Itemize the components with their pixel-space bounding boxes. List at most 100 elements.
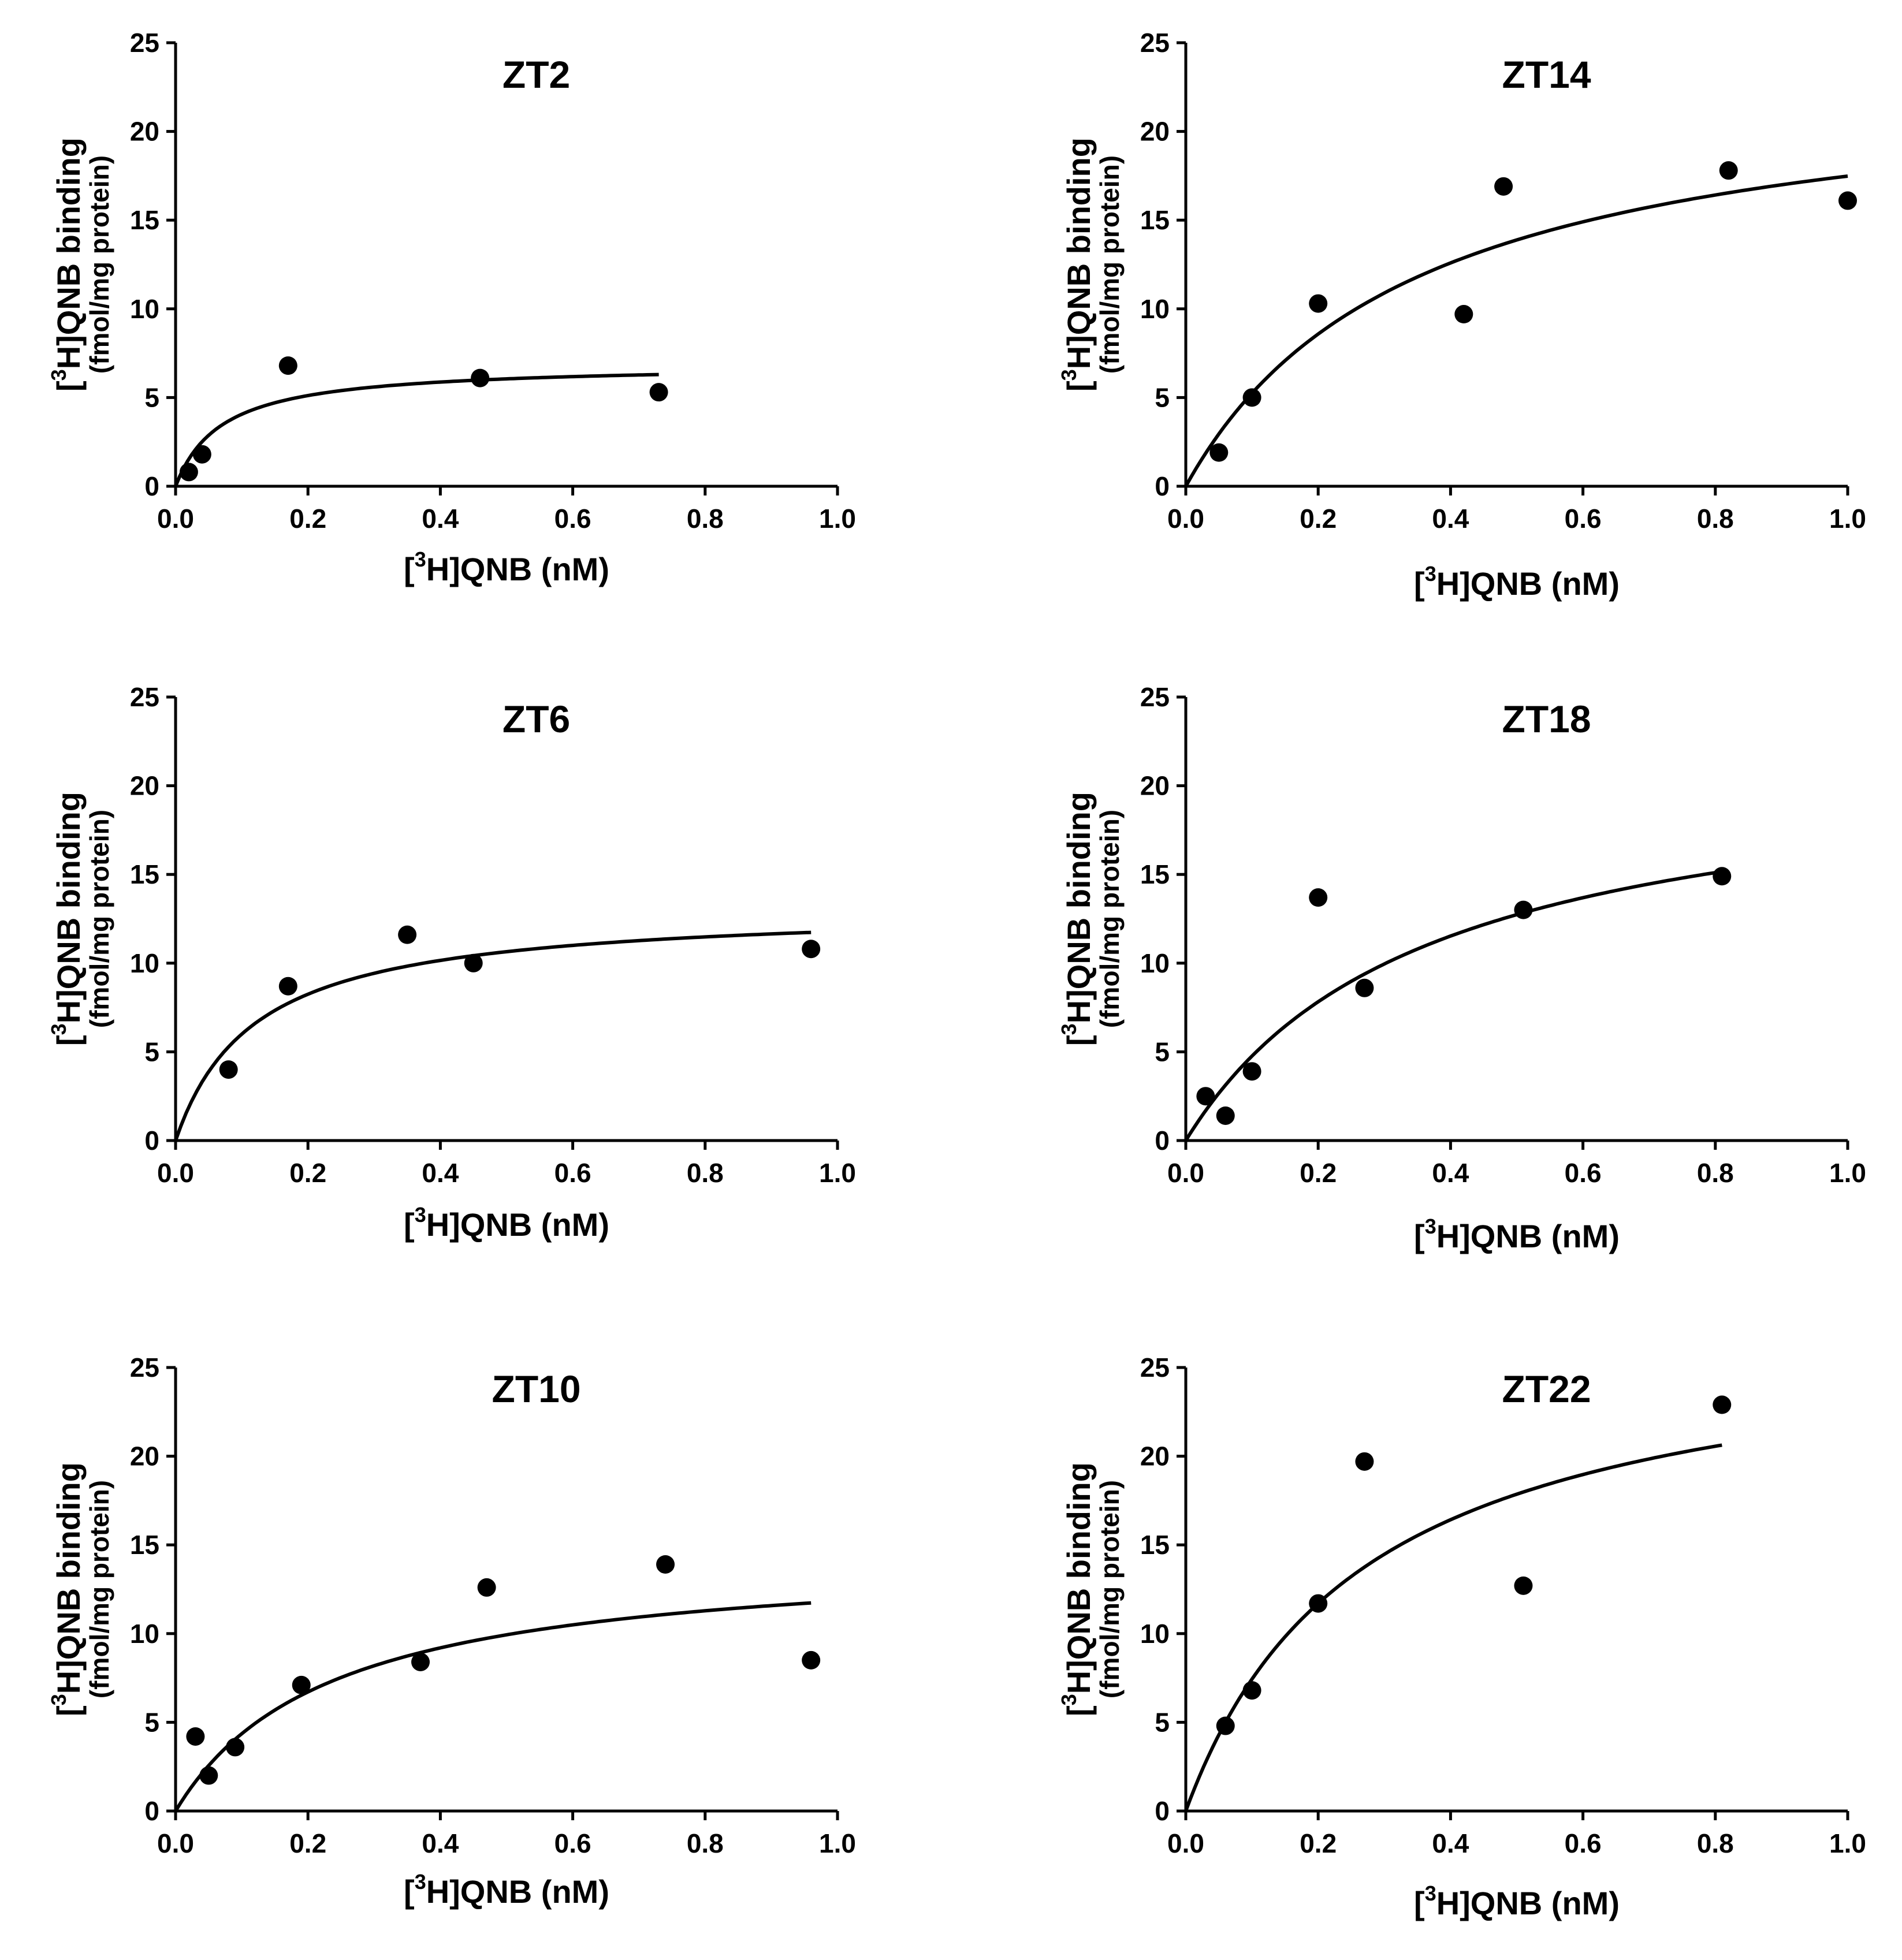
x-axis-label-superscript: 3 xyxy=(1425,562,1436,586)
x-axis-label-bracket: [ xyxy=(404,1873,415,1910)
data-point xyxy=(1355,978,1374,997)
x-tick-label: 1.0 xyxy=(819,1828,856,1858)
y-tick-label: 20 xyxy=(1140,1441,1170,1471)
data-point xyxy=(1713,867,1732,886)
y-axis-label: [3H]QNB binding xyxy=(1057,1462,1097,1716)
y-axis-sublabel: (fmol/mg protein) xyxy=(84,810,114,1028)
y-tick-label: 0 xyxy=(1155,1796,1170,1826)
data-point xyxy=(1719,161,1738,180)
x-tick-label: 0.4 xyxy=(1432,1158,1469,1188)
y-axis-label-text: H]QNB binding xyxy=(50,792,87,1023)
x-tick-label: 0.8 xyxy=(687,504,724,534)
x-tick-label: 0.2 xyxy=(1300,1158,1337,1188)
x-tick-label: 0.8 xyxy=(1697,1158,1734,1188)
x-tick-label: 0.0 xyxy=(157,1158,194,1188)
y-tick-label: 25 xyxy=(130,28,159,58)
panel-title: ZT18 xyxy=(1502,698,1591,740)
x-tick-label: 1.0 xyxy=(1829,1828,1866,1858)
x-tick-label: 0.0 xyxy=(1167,504,1204,534)
data-point xyxy=(471,368,490,387)
y-axis-sublabel: (fmol/mg protein) xyxy=(1095,810,1125,1028)
panel-title: ZT10 xyxy=(492,1367,581,1410)
x-tick-label: 0.6 xyxy=(1565,1158,1602,1188)
y-axis-label: [3H]QNB binding xyxy=(47,1462,87,1716)
data-point xyxy=(1309,294,1328,313)
y-tick-label: 15 xyxy=(130,205,159,235)
x-tick-label: 0.4 xyxy=(422,1158,459,1188)
y-tick-label: 15 xyxy=(1140,1530,1170,1560)
x-axis-label-text: H]QNB (nM) xyxy=(426,551,609,587)
data-point xyxy=(411,1652,430,1671)
data-point xyxy=(1242,1681,1261,1700)
y-axis-label-bracket: [ xyxy=(1060,1705,1097,1716)
y-tick-label: 0 xyxy=(144,471,159,501)
x-tick-label: 0.6 xyxy=(554,1828,591,1858)
y-axis-label-text: H]QNB binding xyxy=(1060,792,1097,1023)
y-axis-label-superscript: 3 xyxy=(1057,1023,1081,1035)
data-point xyxy=(1216,1716,1235,1735)
data-point xyxy=(1309,1594,1328,1613)
x-tick-label: 0.4 xyxy=(422,1828,459,1858)
y-tick-label: 10 xyxy=(1140,948,1170,978)
fit-curve xyxy=(174,930,812,1142)
x-axis-label: [3H]QNB (nM) xyxy=(404,1203,609,1243)
y-axis-label-text: H]QNB binding xyxy=(1060,1462,1097,1694)
y-tick-label: 20 xyxy=(1140,117,1170,147)
x-axis-label: [3H]QNB (nM) xyxy=(404,547,609,587)
x-tick-label: 0.0 xyxy=(1167,1158,1204,1188)
x-axis-label-text: H]QNB (nM) xyxy=(1436,1218,1620,1254)
panel-title: ZT22 xyxy=(1502,1367,1591,1410)
y-axis-label-superscript: 3 xyxy=(47,1023,70,1035)
y-axis-label-superscript: 3 xyxy=(1057,369,1081,381)
fit-curve xyxy=(174,1601,812,1812)
y-tick-label: 5 xyxy=(144,1037,159,1067)
y-tick-label: 25 xyxy=(130,1352,159,1383)
data-point xyxy=(656,1555,675,1574)
data-point xyxy=(199,1766,218,1785)
x-axis-label: [3H]QNB (nM) xyxy=(1414,1214,1620,1254)
y-tick-label: 10 xyxy=(130,948,159,978)
y-axis-label-superscript: 3 xyxy=(1057,1694,1081,1705)
y-tick-label: 15 xyxy=(1140,859,1170,889)
x-tick-label: 0.8 xyxy=(687,1158,724,1188)
x-tick-label: 1.0 xyxy=(819,1158,856,1188)
x-axis-label-text: H]QNB (nM) xyxy=(426,1873,609,1910)
panel-title: ZT2 xyxy=(503,53,570,96)
data-point xyxy=(1514,900,1533,919)
y-tick-label: 25 xyxy=(1140,682,1170,712)
x-tick-label: 0.0 xyxy=(157,1828,194,1858)
data-point xyxy=(1209,443,1229,462)
y-axis-label-superscript: 3 xyxy=(47,1694,70,1705)
y-tick-label: 0 xyxy=(144,1126,159,1156)
data-point xyxy=(1355,1452,1374,1471)
y-axis-sublabel: (fmol/mg protein) xyxy=(84,1480,114,1698)
data-point xyxy=(1514,1576,1533,1595)
y-tick-label: 0 xyxy=(1155,1126,1170,1156)
y-tick-label: 25 xyxy=(130,682,159,712)
fit-curve xyxy=(1184,174,1848,487)
data-point xyxy=(186,1727,205,1746)
x-tick-label: 0.6 xyxy=(554,1158,591,1188)
data-point xyxy=(226,1738,245,1757)
y-axis-sublabel: (fmol/mg protein) xyxy=(1095,1480,1125,1698)
x-axis-label-superscript: 3 xyxy=(415,1870,426,1894)
x-axis-label-superscript: 3 xyxy=(415,1203,426,1227)
x-tick-label: 1.0 xyxy=(1829,1158,1866,1188)
y-tick-label: 25 xyxy=(1140,1352,1170,1383)
x-tick-label: 0.6 xyxy=(554,504,591,534)
y-tick-label: 0 xyxy=(144,1796,159,1826)
x-axis-label-bracket: [ xyxy=(404,551,415,587)
x-axis-label: [3H]QNB (nM) xyxy=(404,1870,609,1910)
y-axis-label-text: H]QNB binding xyxy=(50,1462,87,1694)
data-point xyxy=(1242,1062,1261,1081)
x-tick-label: 0.2 xyxy=(289,1158,326,1188)
x-tick-label: 0.8 xyxy=(1697,1828,1734,1858)
y-tick-label: 20 xyxy=(130,1441,159,1471)
x-tick-label: 0.2 xyxy=(289,1828,326,1858)
